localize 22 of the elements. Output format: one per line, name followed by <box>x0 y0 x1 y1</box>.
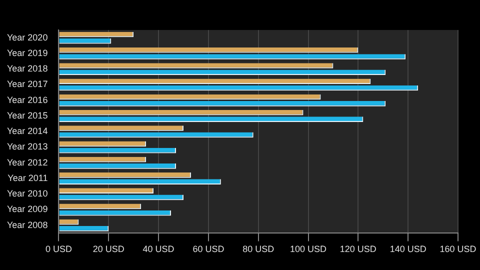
y-tick-label: Year 2019 <box>6 48 48 58</box>
y-tick-label: Year 2011 <box>8 172 48 183</box>
y-tick-label: Year 2018 <box>6 64 48 74</box>
x-tick-label: 140 USD <box>390 244 427 254</box>
y-tick-label: Year 2009 <box>6 204 48 214</box>
x-tick-label: 80 USD <box>242 244 275 254</box>
y-tick-label: Year 2015 <box>6 110 48 120</box>
y-tick-label: Year 2016 <box>6 94 48 105</box>
y-tick-label: Year 2013 <box>6 142 48 152</box>
x-tick-label: 160 USD <box>440 244 477 254</box>
x-tick-label: 0 USD <box>45 244 72 254</box>
y-tick-label: Year 2008 <box>6 220 48 230</box>
y-tick-label: Year 2010 <box>6 188 48 199</box>
x-tick-label: 20 USD <box>92 244 125 254</box>
x-tick-label: 60 USD <box>192 244 225 254</box>
y-tick-label: Year 2014 <box>6 126 48 136</box>
x-tick-label: 120 USD <box>340 244 377 254</box>
y-tick-label: Year 2017 <box>6 79 48 90</box>
y-tick-label: Year 2020 <box>6 32 48 42</box>
y-tick-label: Year 2012 <box>6 157 48 168</box>
x-tick-label: 100 USD <box>290 244 328 254</box>
x-tick-label: 40 USD <box>142 244 175 254</box>
